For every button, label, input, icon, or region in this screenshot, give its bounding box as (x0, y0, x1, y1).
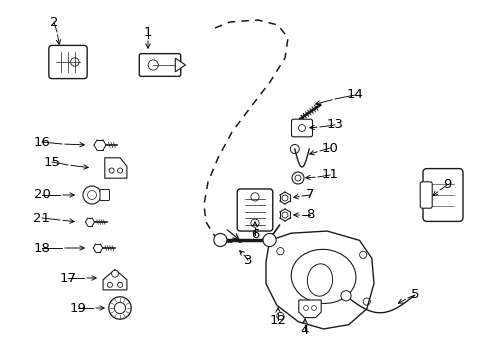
FancyBboxPatch shape (419, 182, 431, 208)
FancyBboxPatch shape (100, 189, 109, 201)
Text: 20: 20 (34, 189, 50, 202)
Text: 15: 15 (43, 156, 61, 168)
Text: 19: 19 (69, 302, 86, 315)
Text: 9: 9 (442, 179, 450, 192)
Text: 16: 16 (34, 135, 50, 148)
Text: 1: 1 (143, 26, 152, 39)
Text: 4: 4 (300, 324, 308, 337)
Text: 7: 7 (305, 189, 314, 202)
Circle shape (108, 297, 131, 319)
Text: 17: 17 (60, 271, 76, 284)
FancyBboxPatch shape (291, 119, 312, 137)
Text: 3: 3 (243, 253, 252, 266)
Circle shape (263, 233, 276, 247)
Text: 18: 18 (34, 242, 50, 255)
Circle shape (291, 172, 304, 184)
Circle shape (83, 186, 101, 204)
FancyBboxPatch shape (139, 54, 181, 76)
Text: 6: 6 (250, 229, 259, 242)
Text: 12: 12 (269, 314, 286, 327)
FancyBboxPatch shape (237, 189, 272, 231)
Text: 8: 8 (305, 208, 314, 221)
Polygon shape (104, 158, 127, 178)
Polygon shape (175, 58, 185, 72)
Polygon shape (298, 300, 321, 318)
Text: 14: 14 (346, 89, 363, 102)
Text: 10: 10 (321, 141, 338, 154)
FancyBboxPatch shape (422, 168, 462, 221)
Polygon shape (265, 231, 373, 329)
Text: 2: 2 (50, 15, 58, 28)
Text: 13: 13 (326, 118, 343, 131)
Polygon shape (103, 270, 127, 290)
Circle shape (213, 233, 226, 247)
Text: 21: 21 (34, 211, 50, 225)
Circle shape (340, 291, 350, 301)
Text: 11: 11 (321, 168, 338, 181)
Text: 5: 5 (410, 288, 418, 302)
Circle shape (111, 270, 118, 277)
